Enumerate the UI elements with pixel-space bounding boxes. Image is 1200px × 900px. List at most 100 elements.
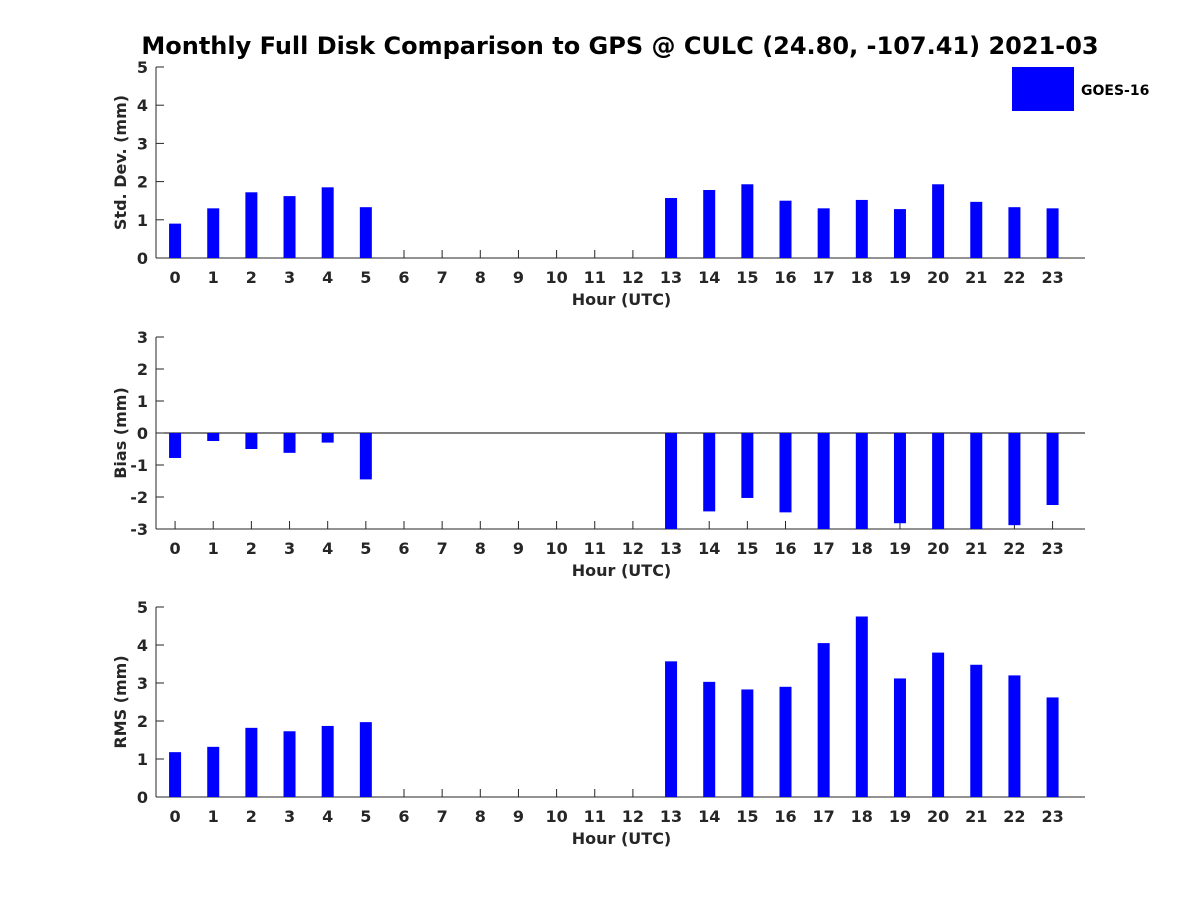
y-tick-label: -1: [130, 456, 148, 475]
bar-stddev-hour-22: [1008, 207, 1021, 258]
y-tick-label: 1: [137, 211, 148, 230]
y-axis-label-stddev: Std. Dev. (mm): [111, 95, 130, 230]
x-tick-label: 15: [736, 268, 758, 287]
bar-bias-hour-3: [283, 433, 296, 453]
x-tick-label: 19: [889, 539, 911, 558]
bar-stddev-hour-13: [665, 198, 678, 258]
y-tick-label: 0: [137, 788, 148, 807]
bar-bias-hour-1: [207, 433, 220, 441]
x-tick-label: 14: [698, 268, 720, 287]
x-tick-label: 0: [170, 807, 181, 826]
y-tick-label: 4: [137, 636, 148, 655]
x-tick-label: 5: [360, 268, 371, 287]
x-tick-label: 4: [322, 807, 333, 826]
x-tick-label: 19: [889, 268, 911, 287]
x-tick-label: 23: [1041, 539, 1063, 558]
x-tick-label: 16: [774, 539, 796, 558]
bar-rms-hour-0: [169, 752, 182, 797]
x-tick-label: 6: [398, 807, 409, 826]
x-axis-label-bias: Hour (UTC): [572, 561, 672, 580]
x-tick-label: 1: [208, 807, 219, 826]
x-tick-label: 3: [284, 807, 295, 826]
bar-stddev-hour-18: [855, 199, 868, 258]
x-tick-label: 20: [927, 539, 949, 558]
legend-label-goes-16: GOES-16: [1081, 83, 1149, 99]
x-tick-label: 17: [813, 268, 835, 287]
x-axis-label-stddev: Hour (UTC): [572, 290, 672, 309]
bar-rms-hour-14: [703, 681, 716, 797]
x-tick-label: 1: [208, 268, 219, 287]
x-tick-label: 6: [398, 539, 409, 558]
y-tick-label: 2: [137, 712, 148, 731]
x-tick-label: 0: [170, 539, 181, 558]
bar-bias-hour-4: [321, 433, 334, 443]
x-tick-label: 9: [513, 807, 524, 826]
x-tick-label: 9: [513, 539, 524, 558]
bar-rms-hour-5: [359, 722, 372, 797]
y-tick-label: 1: [137, 750, 148, 769]
y-axis-label-bias: Bias (mm): [111, 387, 130, 479]
bar-bias-hour-21: [970, 433, 983, 529]
bar-stddev-hour-14: [703, 190, 716, 258]
x-tick-label: 8: [475, 268, 486, 287]
bar-bias-hour-19: [893, 433, 906, 524]
bar-stddev-hour-3: [283, 196, 296, 258]
y-tick-label: 0: [137, 249, 148, 268]
x-tick-label: 22: [1003, 807, 1025, 826]
bar-rms-hour-17: [817, 643, 830, 797]
x-tick-label: 4: [322, 539, 333, 558]
x-tick-label: 11: [584, 268, 606, 287]
y-tick-label: 2: [137, 173, 148, 192]
x-tick-label: 3: [284, 268, 295, 287]
bar-stddev-hour-19: [893, 209, 906, 258]
x-tick-label: 5: [360, 539, 371, 558]
bar-rms-hour-16: [779, 686, 792, 797]
bar-rms-hour-20: [932, 652, 945, 797]
bar-bias-hour-15: [741, 433, 754, 498]
x-tick-label: 17: [813, 539, 835, 558]
x-tick-label: 20: [927, 807, 949, 826]
x-tick-label: 23: [1041, 807, 1063, 826]
x-tick-label: 20: [927, 268, 949, 287]
x-tick-label: 21: [965, 268, 987, 287]
x-tick-label: 0: [170, 268, 181, 287]
x-tick-label: 16: [774, 807, 796, 826]
x-tick-label: 14: [698, 807, 720, 826]
bar-bias-hour-22: [1008, 433, 1021, 526]
x-tick-label: 22: [1003, 539, 1025, 558]
bar-stddev-hour-15: [741, 184, 754, 258]
bar-stddev-hour-17: [817, 208, 830, 258]
bar-rms-hour-4: [321, 725, 334, 797]
bar-stddev-hour-20: [932, 184, 945, 258]
x-tick-label: 2: [246, 268, 257, 287]
bar-bias-hour-16: [779, 433, 792, 513]
x-tick-label: 14: [698, 539, 720, 558]
bar-bias-hour-20: [932, 433, 945, 529]
x-tick-label: 13: [660, 268, 682, 287]
x-tick-label: 5: [360, 807, 371, 826]
y-axis-label-rms: RMS (mm): [111, 655, 130, 748]
x-tick-label: 8: [475, 539, 486, 558]
x-tick-label: 18: [851, 807, 873, 826]
y-tick-label: -3: [130, 520, 148, 539]
bar-rms-hour-15: [741, 689, 754, 797]
x-tick-label: 4: [322, 268, 333, 287]
bar-stddev-hour-4: [321, 187, 334, 258]
bar-bias-hour-0: [169, 433, 182, 458]
x-tick-label: 10: [545, 539, 567, 558]
y-tick-label: 5: [137, 58, 148, 77]
y-tick-label: 1: [137, 392, 148, 411]
x-tick-label: 15: [736, 539, 758, 558]
x-tick-label: 13: [660, 807, 682, 826]
bar-stddev-hour-0: [169, 223, 182, 258]
bar-bias-hour-5: [359, 433, 372, 480]
x-tick-label: 13: [660, 539, 682, 558]
bar-rms-hour-2: [245, 727, 258, 797]
bar-rms-hour-23: [1046, 697, 1059, 797]
bar-bias-hour-23: [1046, 433, 1059, 505]
x-tick-label: 8: [475, 807, 486, 826]
bar-rms-hour-1: [207, 746, 220, 797]
x-tick-label: 10: [545, 268, 567, 287]
